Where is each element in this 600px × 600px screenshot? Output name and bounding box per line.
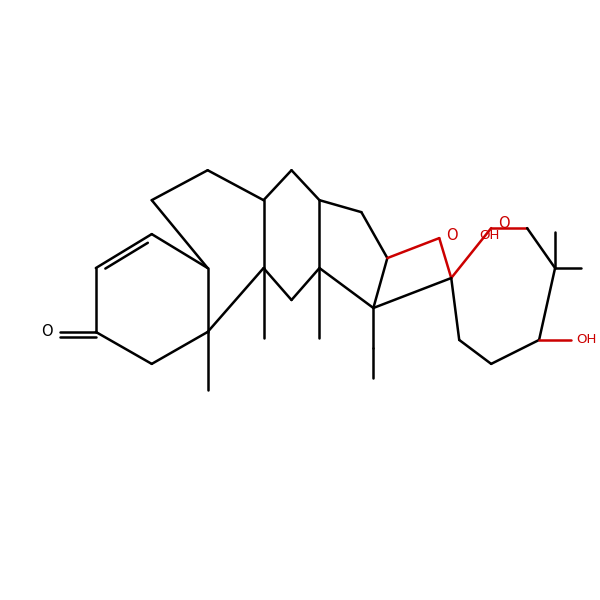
Text: O: O [499,216,510,231]
Text: O: O [446,227,458,242]
Text: OH: OH [479,229,500,242]
Text: O: O [41,325,53,340]
Text: OH: OH [576,334,596,346]
